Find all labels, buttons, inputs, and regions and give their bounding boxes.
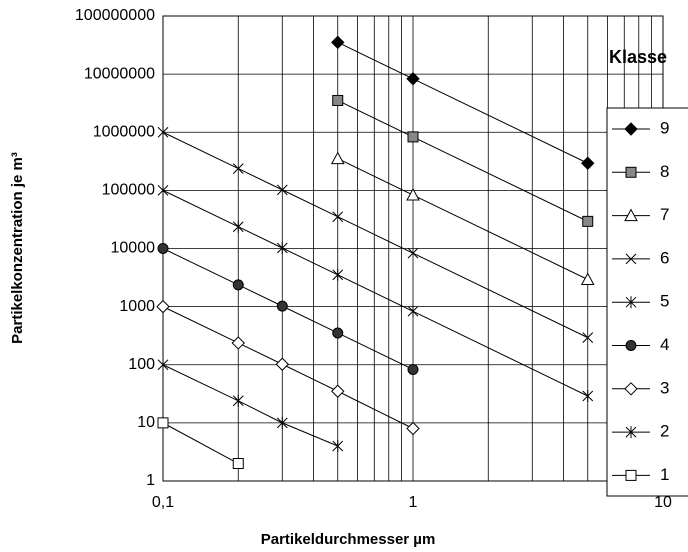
y-tick-label: 10000000 <box>84 65 155 82</box>
marker <box>332 440 344 453</box>
legend-label: 2 <box>660 422 669 441</box>
x-tick-label: 0,1 <box>152 494 174 511</box>
marker <box>157 243 169 254</box>
marker <box>332 211 344 223</box>
y-tick-label: 1000 <box>119 298 155 315</box>
y-axis-label: Partikelkonzentration je m³ <box>9 152 26 344</box>
marker <box>331 384 345 398</box>
legend-label: 7 <box>660 205 669 224</box>
y-tick-label: 1 <box>146 472 155 489</box>
series-line <box>162 364 338 447</box>
marker <box>232 279 244 291</box>
marker <box>625 469 637 481</box>
marker <box>332 268 344 281</box>
x-tick-label: 1 <box>409 494 418 511</box>
y-tick-label: 10000 <box>111 240 156 257</box>
y-tick-label: 100000000 <box>75 7 155 24</box>
marker <box>157 184 169 197</box>
series-line <box>337 41 588 164</box>
x-axis-label: Partikeldurchmesser µm <box>261 531 436 548</box>
legend-title: Klasse <box>609 47 667 67</box>
legend-label: 4 <box>660 335 669 354</box>
series-line <box>337 158 588 280</box>
marker <box>275 357 289 371</box>
legend: 9 8 7 6 5 4 3 2 1 <box>606 107 688 497</box>
marker <box>330 151 345 165</box>
marker <box>625 166 637 178</box>
marker <box>157 417 169 429</box>
marker <box>407 305 419 318</box>
marker <box>582 389 594 402</box>
marker <box>331 35 345 50</box>
y-tick-label: 100000 <box>102 182 155 199</box>
marker <box>332 94 344 106</box>
marker <box>232 220 244 233</box>
marker <box>624 382 638 396</box>
y-tick-label: 100 <box>128 356 155 373</box>
marker <box>406 72 420 86</box>
y-tick-label: 10 <box>137 414 155 431</box>
series-line <box>162 306 414 429</box>
marker <box>407 247 419 259</box>
series-line <box>337 100 588 222</box>
legend-label: 5 <box>660 292 669 311</box>
marker <box>232 458 244 470</box>
marker <box>156 299 170 314</box>
marker <box>624 208 638 222</box>
marker <box>407 131 419 143</box>
marker <box>582 332 594 343</box>
marker <box>232 394 244 407</box>
series-line <box>162 422 239 464</box>
marker <box>276 242 288 254</box>
series-line <box>162 131 588 339</box>
marker <box>157 358 169 371</box>
legend-label: 1 <box>660 465 669 484</box>
marker <box>624 122 638 136</box>
marker <box>276 300 288 312</box>
marker <box>625 340 637 351</box>
legend-label: 8 <box>660 162 669 181</box>
legend-label: 6 <box>660 248 669 267</box>
legend-label: 9 <box>660 118 669 137</box>
marker <box>231 336 245 350</box>
marker <box>581 156 595 170</box>
marker <box>276 416 288 429</box>
series-line <box>162 189 588 397</box>
marker <box>625 426 637 439</box>
marker <box>332 327 344 339</box>
legend-label: 3 <box>660 378 669 397</box>
marker <box>406 187 420 201</box>
marker <box>232 163 244 174</box>
marker <box>625 296 637 309</box>
marker <box>580 272 595 285</box>
x-tick-label: 10 <box>654 494 672 511</box>
marker <box>407 363 419 375</box>
marker <box>157 126 169 138</box>
marker <box>625 253 637 265</box>
y-tick-label: 1000000 <box>93 123 155 140</box>
marker <box>276 184 288 196</box>
marker <box>406 421 420 436</box>
series-line <box>162 248 414 370</box>
marker <box>582 215 594 227</box>
